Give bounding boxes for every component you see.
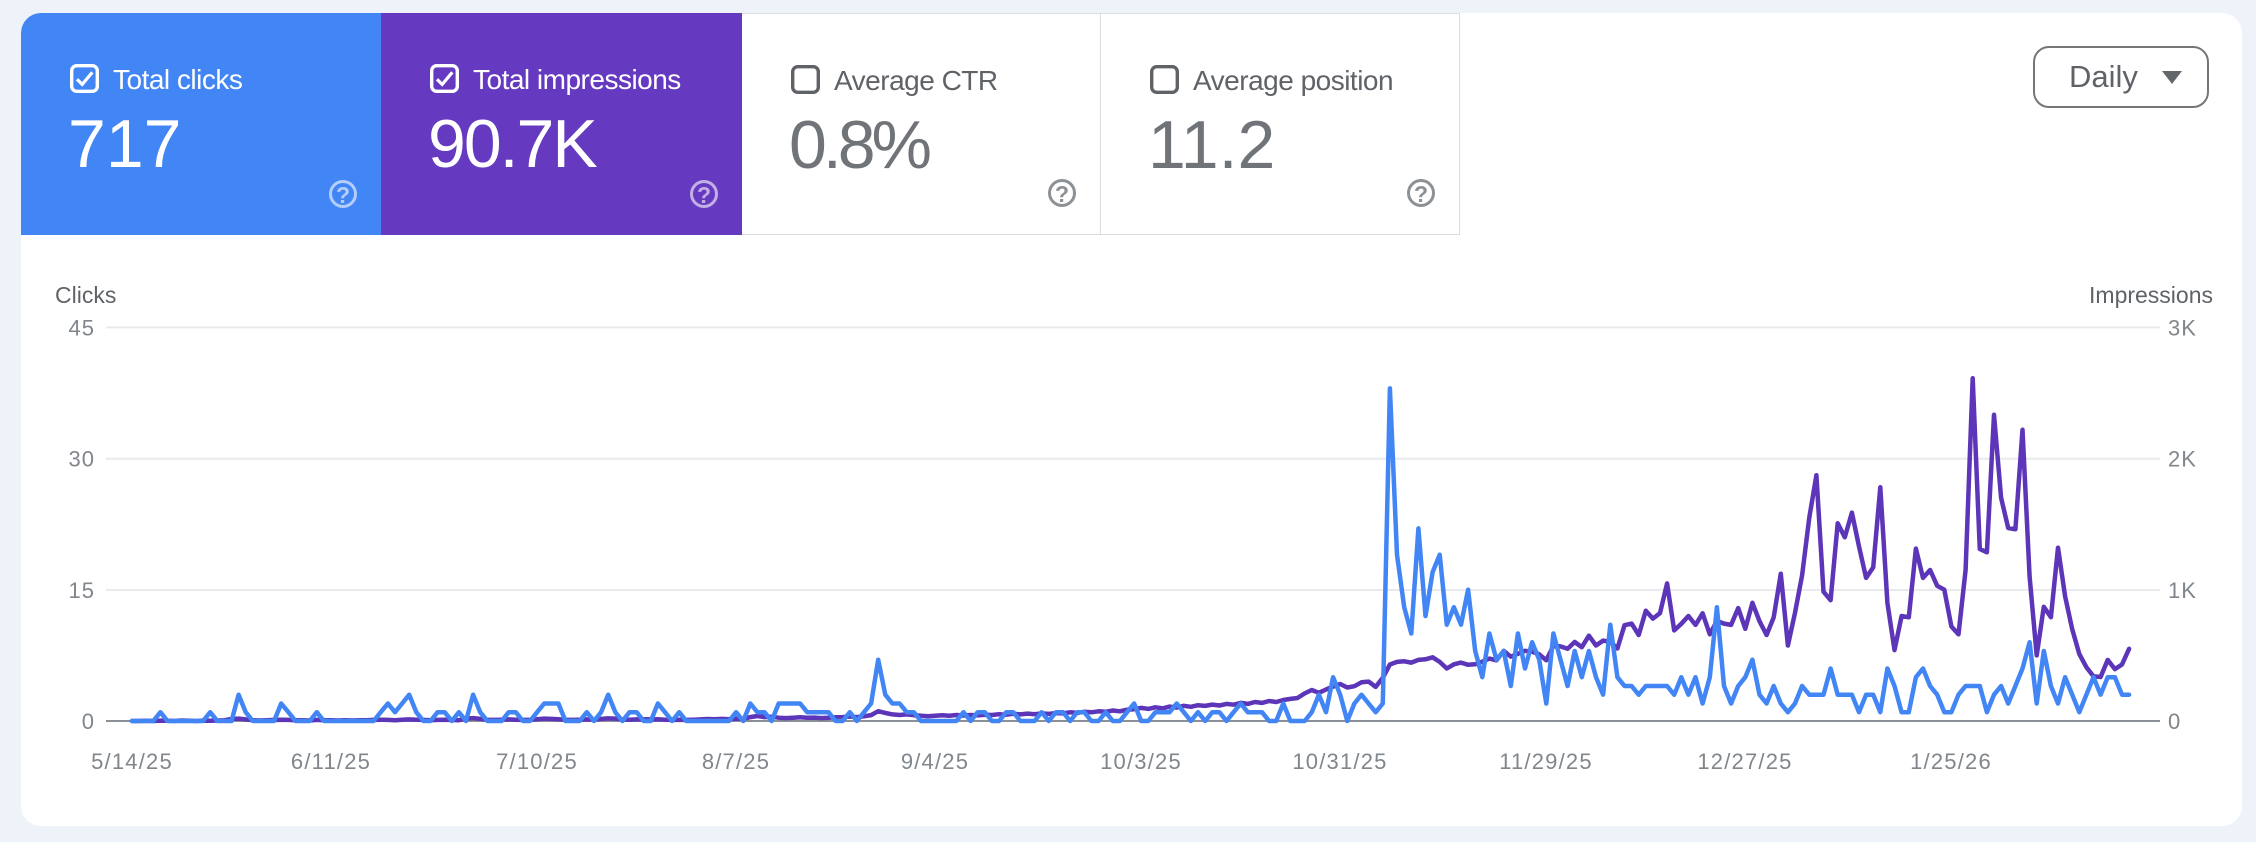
svg-text:Impressions: Impressions — [2089, 282, 2213, 308]
svg-text:9/4/25: 9/4/25 — [901, 749, 969, 774]
svg-text:15: 15 — [69, 578, 95, 603]
svg-text:30: 30 — [69, 447, 95, 472]
svg-text:45: 45 — [69, 315, 95, 340]
svg-text:Clicks: Clicks — [55, 282, 116, 308]
svg-text:8/7/25: 8/7/25 — [702, 749, 770, 774]
svg-text:0: 0 — [2168, 709, 2181, 734]
svg-text:10/3/25: 10/3/25 — [1100, 749, 1182, 774]
svg-text:12/27/25: 12/27/25 — [1697, 749, 1792, 774]
svg-text:1/25/26: 1/25/26 — [1910, 749, 1992, 774]
svg-text:3K: 3K — [2168, 315, 2197, 340]
svg-text:0: 0 — [82, 709, 95, 734]
svg-text:1K: 1K — [2168, 578, 2197, 603]
svg-text:10/31/25: 10/31/25 — [1292, 749, 1387, 774]
svg-text:11/29/25: 11/29/25 — [1499, 749, 1593, 774]
svg-text:5/14/25: 5/14/25 — [91, 749, 173, 774]
svg-text:6/11/25: 6/11/25 — [291, 749, 371, 774]
svg-text:2K: 2K — [2168, 447, 2197, 472]
svg-text:7/10/25: 7/10/25 — [496, 749, 578, 774]
